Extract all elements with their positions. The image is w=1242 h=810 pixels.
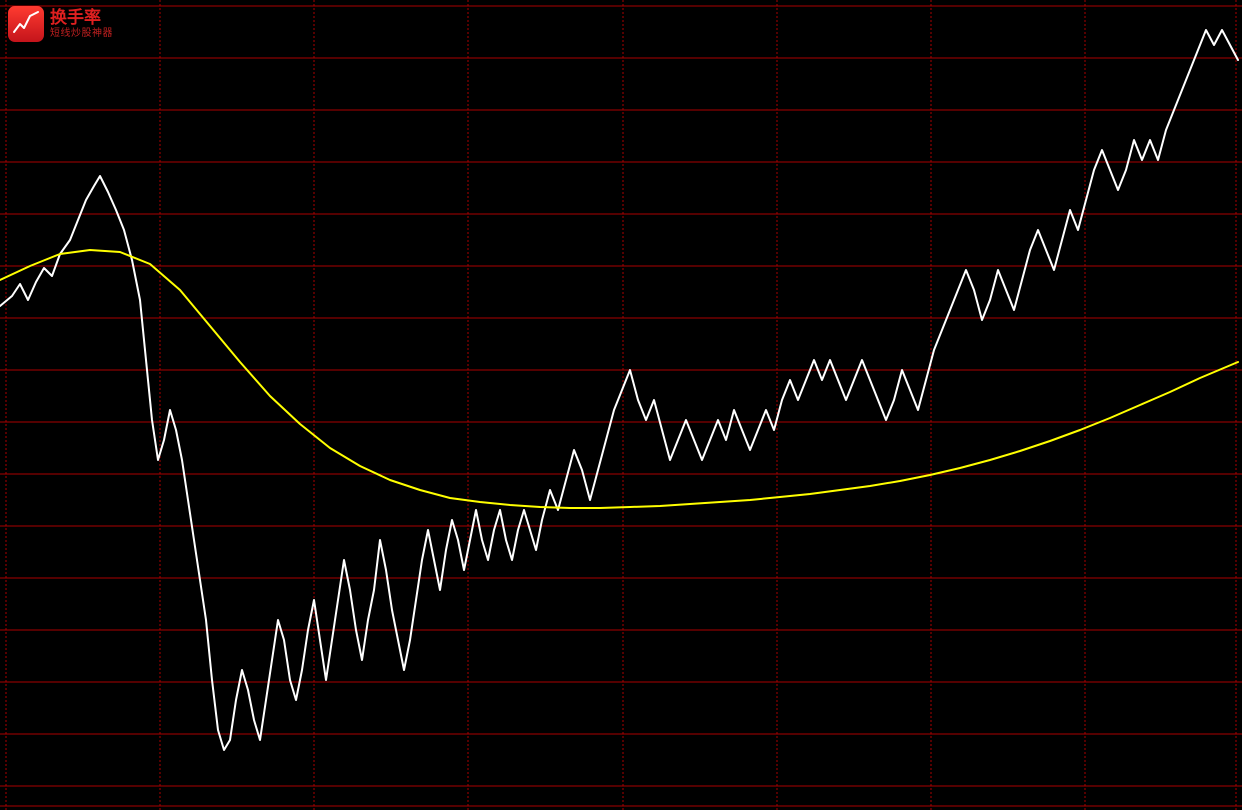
app-logo-title: 换手率	[50, 9, 113, 28]
app-logo-subtitle: 短线炒股神器	[50, 28, 113, 39]
price-chart	[0, 0, 1242, 810]
app-logo-icon	[8, 6, 44, 42]
app-logo: 换手率 短线炒股神器	[8, 6, 113, 42]
